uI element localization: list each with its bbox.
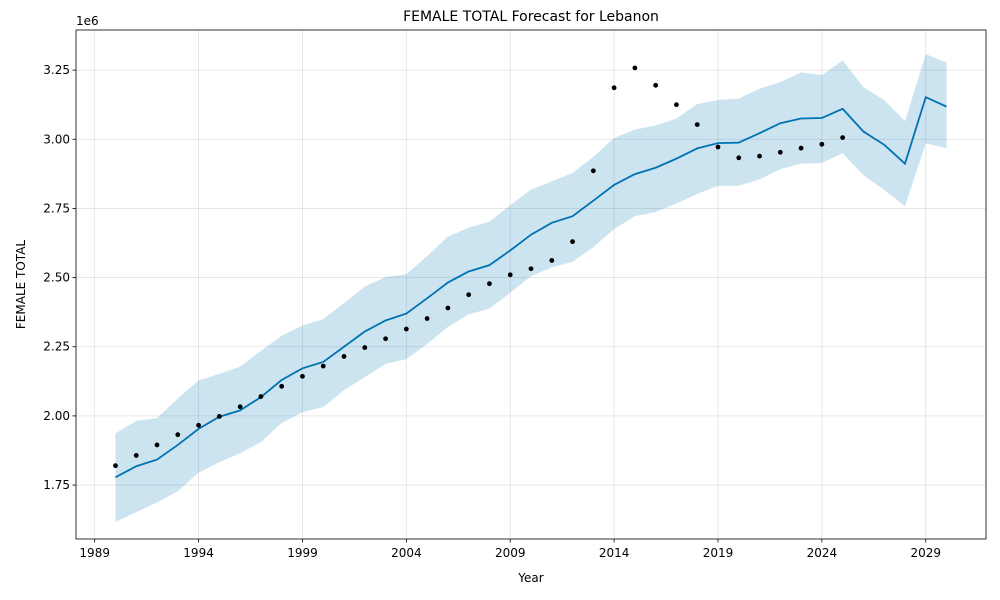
actual-point — [840, 135, 846, 141]
uncertainty-band-layer — [115, 54, 947, 522]
y-tick-label: 2.00 — [43, 409, 70, 423]
actual-point — [300, 373, 305, 379]
x-tick-label: 1994 — [183, 546, 214, 560]
actual-point — [653, 82, 659, 88]
plot-frame — [75, 29, 987, 540]
actual-point — [133, 453, 139, 458]
actual-point — [715, 144, 721, 150]
y-tick-label: 1.75 — [43, 478, 70, 492]
actual-point — [279, 383, 285, 389]
actual-point — [258, 394, 264, 399]
actual-point — [528, 266, 534, 272]
x-tick-label: 2029 — [910, 546, 941, 560]
y-axis-ticks: 1.75 2.00 2.25 2.50 2.75 3.00 3.25 — [43, 63, 76, 492]
actual-point — [341, 354, 347, 359]
x-tick-label: 2014 — [599, 546, 630, 560]
actual-point — [237, 404, 243, 410]
actual-point — [507, 272, 513, 278]
actual-point — [694, 122, 700, 128]
actual-point — [736, 155, 742, 161]
actual-point — [798, 145, 804, 151]
x-tick-label: 2024 — [807, 546, 838, 560]
actual-point — [632, 65, 638, 71]
actual-point — [175, 432, 181, 438]
grid-lines — [76, 30, 986, 539]
x-tick-label: 2019 — [703, 546, 734, 560]
actual-point — [819, 141, 825, 147]
x-axis-ticks: 1989 1994 1999 2004 2009 2014 2019 2024 2029 — [79, 539, 941, 560]
actual-point — [570, 239, 575, 245]
y-tick-label: 2.50 — [43, 271, 70, 285]
actual-point — [590, 168, 596, 174]
actual-point — [320, 363, 326, 369]
actual-points-layer — [113, 65, 846, 469]
chart-title: FEMALE TOTAL Forecast for Lebanon — [403, 9, 659, 25]
actual-point — [466, 292, 472, 298]
y-tick-label: 2.75 — [43, 201, 70, 215]
actual-point — [777, 149, 783, 155]
actual-point — [487, 281, 492, 287]
actual-point — [424, 316, 430, 321]
y-tick-label: 3.25 — [43, 63, 70, 77]
actual-point — [403, 326, 409, 332]
uncertainty-band — [115, 54, 947, 522]
y-axis-offset-label: 1e6 — [76, 14, 99, 28]
x-tick-label: 1999 — [287, 546, 318, 560]
x-tick-label: 2004 — [391, 546, 422, 560]
actual-point — [757, 153, 762, 159]
actual-point — [216, 414, 222, 419]
actual-point — [362, 345, 368, 350]
actual-point — [383, 336, 388, 342]
forecast-line-layer — [115, 95, 947, 479]
x-axis-label: Year — [517, 571, 543, 585]
actual-point — [611, 85, 617, 91]
actual-point — [113, 463, 118, 469]
actual-point — [549, 258, 555, 263]
actual-point — [154, 442, 160, 448]
actual-point — [674, 102, 679, 108]
y-axis-label: FEMALE TOTAL — [14, 240, 28, 330]
y-tick-label: 3.00 — [43, 132, 70, 146]
actual-point — [196, 422, 201, 428]
forecast-line — [115, 95, 947, 479]
x-tick-label: 1989 — [79, 546, 110, 560]
y-tick-label: 2.25 — [43, 340, 70, 354]
x-tick-label: 2009 — [495, 546, 526, 560]
actual-point — [445, 305, 451, 311]
